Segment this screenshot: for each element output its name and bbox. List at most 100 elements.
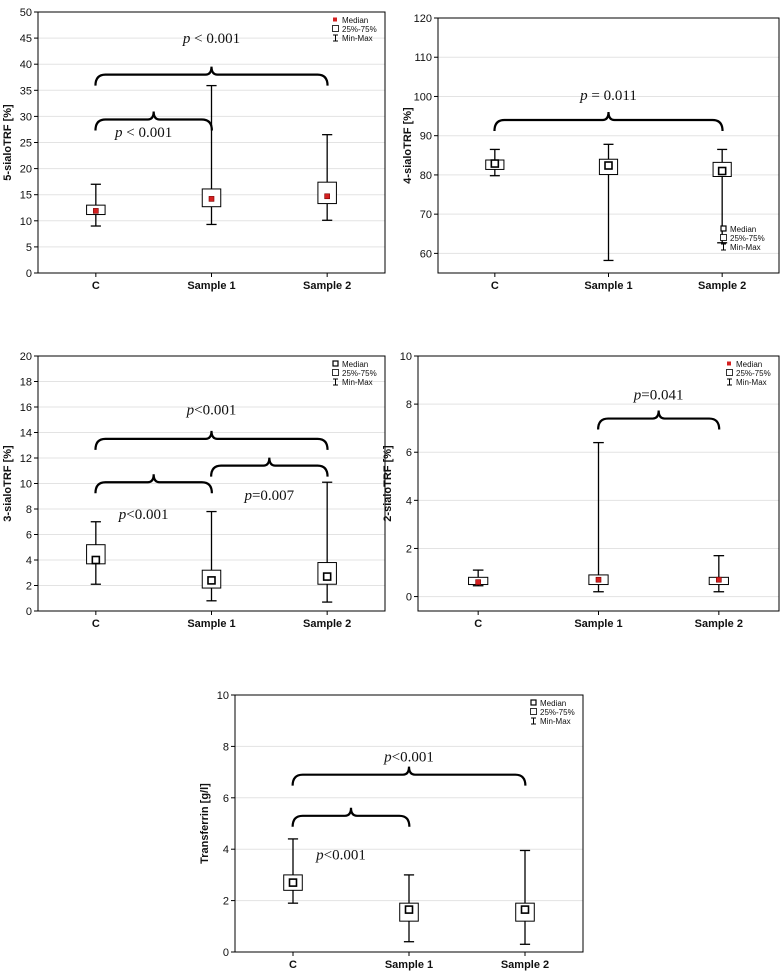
legend-median-swatch (720, 225, 727, 232)
y-tick-label: 2 (406, 543, 412, 555)
p-value-rest: =0.041 (641, 387, 683, 403)
y-tick-label: 35 (20, 85, 32, 97)
y-axis-label: 5-sialoTRF [%] (2, 104, 14, 181)
box-plot-2 (201, 84, 222, 226)
y-tick-label: 0 (26, 606, 32, 618)
legend-box-swatch (332, 369, 339, 376)
legend-box-swatch (720, 234, 727, 241)
median-marker (91, 555, 101, 565)
y-tick-label: 120 (414, 13, 432, 25)
p-value-rest: <0.001 (194, 403, 236, 419)
y-tick-label: 2 (26, 581, 32, 593)
y-tick-label: 6 (26, 530, 32, 542)
p-value-p: p (114, 125, 123, 141)
legend-box-swatch (332, 25, 339, 32)
y-tick-label: 90 (420, 131, 432, 143)
p-value-label: p<0.001 (118, 507, 169, 523)
box-plot-3 (708, 555, 729, 593)
y-tick-label: 50 (20, 7, 32, 19)
box-plot-3 (317, 134, 337, 221)
y-tick-label: 40 (20, 59, 32, 71)
legend-median-swatch (332, 360, 339, 367)
median-marker (520, 905, 530, 914)
p-value-rest: < 0.001 (123, 125, 173, 141)
p-value-label: p<0.001 (315, 847, 366, 863)
p-value-rest: < 0.001 (190, 31, 240, 47)
y-tick-label: 80 (420, 170, 432, 182)
category-label: C (92, 280, 100, 292)
median-marker (490, 159, 500, 168)
p-value-p: p (315, 847, 324, 863)
category-label: C (92, 618, 100, 630)
p-value-p: p (186, 403, 195, 419)
y-tick-label: 6 (223, 793, 229, 805)
box-plot-1 (283, 838, 303, 904)
y-tick-label: 30 (20, 111, 32, 123)
legend-entry-label: Min-Max (342, 378, 373, 387)
chart-panel-1: 0 5 10 15 20 25 30 35 40 45 50 5-sialoTRF [%] C Sampl… (2, 7, 386, 292)
y-tick-label: 0 (406, 592, 412, 604)
p-value-p: p (579, 88, 588, 104)
legend-entry-label: 25%-75% (342, 369, 377, 378)
legend-entry-label: Min-Max (736, 378, 767, 387)
box-plot-1 (468, 569, 489, 587)
y-tick-label: 15 (20, 190, 32, 202)
category-label: C (289, 959, 297, 971)
p-value-p: p (118, 507, 127, 523)
p-value-p: p (383, 750, 392, 766)
p-value-p: p (633, 387, 642, 403)
y-tick-label: 4 (223, 844, 229, 856)
significance-bracket (94, 474, 213, 494)
significance-bracket (94, 430, 329, 450)
median-marker (207, 576, 216, 585)
legend-entry-label: Median (342, 16, 368, 25)
p-value-p: p (182, 31, 191, 47)
y-tick-label: 4 (26, 555, 32, 567)
box-iqr (317, 181, 337, 205)
legend-entry-label: Min-Max (730, 243, 761, 252)
box-plot-3 (712, 148, 732, 244)
legend-entry-label: Min-Max (342, 34, 373, 43)
y-tick-label: 16 (20, 402, 32, 414)
category-label: Sample 2 (303, 618, 351, 630)
significance-bracket (210, 457, 329, 477)
box-plot-3 (515, 849, 535, 945)
median-marker (475, 579, 481, 585)
median-marker (717, 166, 727, 176)
category-label: Sample 1 (574, 618, 622, 630)
y-tick-label: 8 (26, 504, 32, 516)
y-tick-label: 60 (420, 248, 432, 260)
box-plot-1 (86, 521, 106, 585)
y-tick-label: 4 (406, 495, 412, 507)
significance-bracket (94, 111, 213, 131)
p-value-label: p = 0.011 (579, 88, 637, 104)
box-plot-2 (588, 441, 609, 593)
p-value-label: p<0.001 (383, 750, 434, 766)
legend-entry-label: 25%-75% (736, 369, 771, 378)
category-label: C (474, 618, 482, 630)
category-label: Sample 2 (695, 618, 743, 630)
chart-panel-4: 0 2 4 6 8 10 2-sialoTRF [%] C Sample 1 Sample 2 p=… (382, 351, 780, 630)
category-label: Sample 1 (584, 280, 632, 292)
significance-bracket (291, 807, 411, 827)
category-label: Sample 1 (385, 959, 433, 971)
y-tick-label: 8 (223, 741, 229, 753)
chart-panel-3: 0 2 4 6 8 10 12 14 16 18 20 3-sialoTRF [%] C Sample 1… (2, 351, 386, 630)
legend-entry-label: Median (736, 360, 762, 369)
median-marker (322, 572, 332, 581)
legend-box-swatch (726, 369, 733, 376)
y-tick-label: 0 (223, 947, 229, 959)
category-label: Sample 2 (501, 959, 549, 971)
median-marker (93, 208, 99, 214)
legend-median-swatch (727, 361, 731, 366)
y-axis-label: Transferrin [g/l] (199, 783, 211, 864)
box-plot-1 (86, 183, 106, 227)
category-label: C (491, 280, 499, 292)
y-tick-label: 20 (20, 164, 32, 176)
median-marker (288, 878, 298, 887)
y-tick-label: 10 (217, 690, 229, 702)
p-value-rest: = 0.011 (588, 88, 637, 104)
